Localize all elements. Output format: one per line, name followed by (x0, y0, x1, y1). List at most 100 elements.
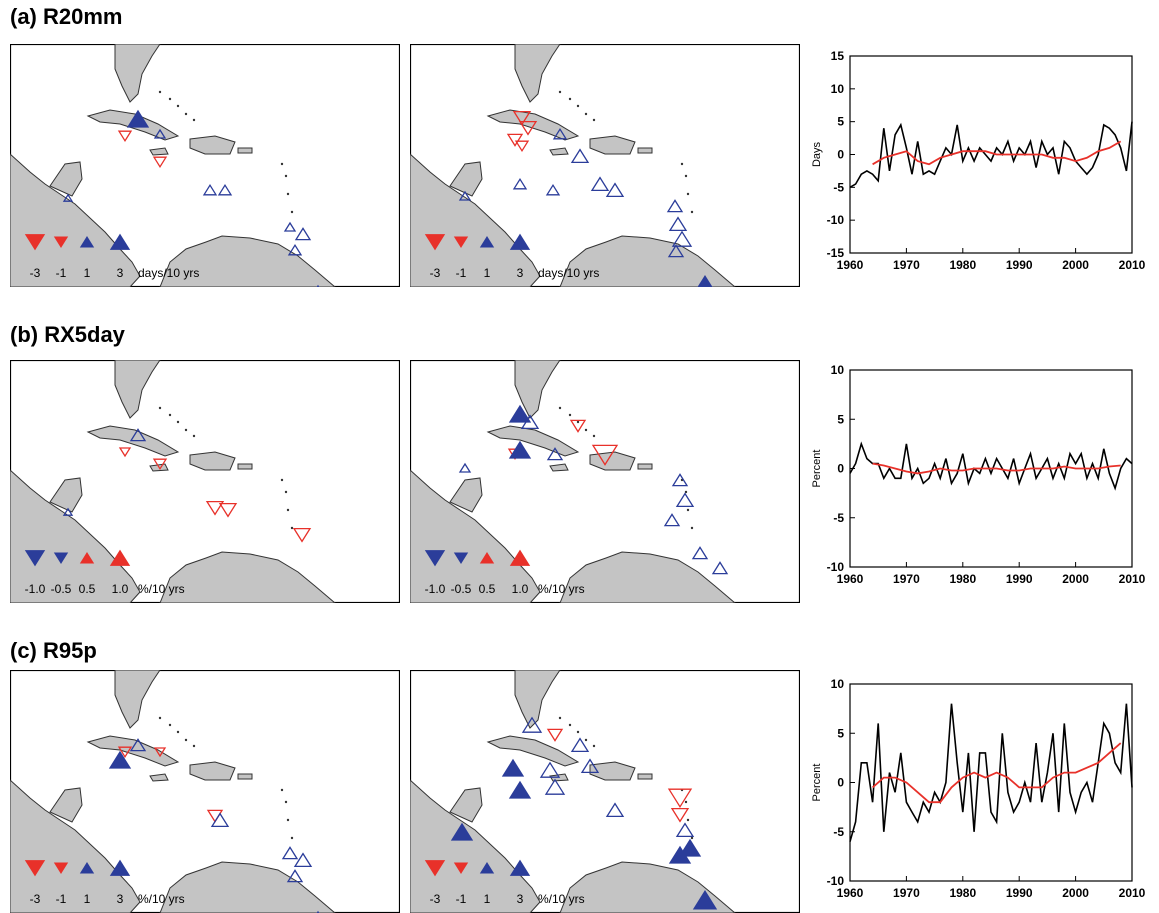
x-tick-label: 1960 (837, 886, 864, 900)
land-central-america (10, 153, 141, 287)
island-dot (684, 490, 688, 494)
trend-increase-marker (711, 561, 729, 575)
legend-value-2: -1 (456, 892, 467, 906)
trend-increase-marker (605, 182, 625, 198)
land-yucatan (449, 161, 483, 197)
x-tick-label: 1960 (837, 258, 864, 272)
land-jamaica (149, 147, 169, 156)
legend-value-2: -1 (456, 266, 467, 280)
smoothed-series-line (872, 462, 1121, 475)
trend-increase-marker (508, 440, 532, 459)
legend-symbol-1 (424, 860, 446, 877)
trend-increase-marker (521, 716, 543, 733)
legend-symbol-2 (453, 236, 469, 249)
legend-symbol-4 (109, 233, 131, 250)
land-south-america (559, 551, 736, 603)
trend-increase-marker (546, 447, 564, 461)
trend-decrease-marker (591, 444, 619, 466)
legend-value-3: 1 (84, 892, 91, 906)
legend-value-4: 3 (517, 892, 524, 906)
smoothed-series-line (872, 140, 1122, 166)
panel-title-b: (b) RX5day (10, 322, 125, 347)
legend-value-1: -3 (30, 892, 41, 906)
y-tick-label: -5 (833, 511, 844, 525)
island-dot (192, 118, 196, 122)
y-tick-label: 15 (831, 49, 845, 63)
x-tick-label: 1970 (893, 572, 920, 586)
island-dot (576, 104, 580, 108)
annual-series-line (849, 441, 1133, 491)
trend-increase-marker (508, 780, 532, 799)
legend-unit: %/10 yrs (138, 892, 185, 906)
trend-increase-marker (691, 546, 709, 560)
land-florida (114, 670, 161, 729)
land-central-america (410, 779, 541, 913)
x-tick-label: 1990 (1006, 258, 1033, 272)
land-hispaniola (189, 451, 236, 471)
trend-decrease-marker (117, 746, 133, 759)
land-yucatan (49, 787, 83, 823)
land-south-america (559, 861, 736, 913)
trend-increase-marker (671, 473, 689, 487)
legend-symbol-1 (24, 550, 46, 567)
trend-decrease-marker (117, 130, 133, 143)
land-hispaniola (589, 135, 636, 155)
island-dot (592, 434, 596, 438)
y-tick-label: 5 (837, 726, 844, 740)
y-tick-label: 10 (831, 677, 845, 691)
legend-symbol-3 (79, 551, 95, 564)
legend-unit: days/10 yrs (138, 266, 199, 280)
island-dot (686, 508, 690, 512)
trend-map-c-2: -3 -1 1 3 %/10 yrs (410, 670, 800, 913)
trend-increase-marker (668, 845, 692, 864)
land-jamaica (149, 773, 169, 782)
legend-value-4: 1.0 (512, 582, 529, 596)
land-jamaica (549, 463, 569, 472)
land-florida (114, 360, 161, 419)
trend-decrease-marker (518, 120, 538, 136)
island-dot (286, 192, 290, 196)
trend-increase-marker (675, 492, 695, 508)
legend-symbol-2 (53, 552, 69, 565)
legend-symbol-3 (79, 235, 95, 248)
legend-value-4: 3 (517, 266, 524, 280)
island-dot (158, 716, 162, 720)
y-tick-label: -5 (833, 180, 844, 194)
island-dot (168, 413, 172, 417)
island-dot (184, 112, 188, 116)
trend-increase-marker (544, 778, 566, 795)
trend-increase-marker (552, 127, 568, 140)
legend-unit: %/10 yrs (138, 582, 185, 596)
land-puerto-rico (637, 147, 653, 154)
panel-title-c: (c) R95p (10, 638, 97, 663)
legend-value-3: 1 (84, 266, 91, 280)
island-dot (290, 526, 294, 530)
land-hispaniola (189, 135, 236, 155)
island-dot (690, 526, 694, 530)
trend-increase-marker (520, 414, 540, 430)
island-dot (592, 118, 596, 122)
island-dot (558, 406, 562, 410)
legend-value-2: -0.5 (451, 582, 472, 596)
trend-increase-marker (129, 738, 147, 752)
legend-value-3: 0.5 (479, 582, 496, 596)
land-cuba (486, 735, 580, 767)
trend-increase-marker (666, 199, 684, 213)
island-dot (184, 428, 188, 432)
trend-decrease-marker (205, 500, 225, 516)
trend-increase-marker (217, 183, 233, 196)
trend-increase-marker (605, 802, 625, 818)
trend-decrease-marker (153, 747, 167, 758)
trend-increase-marker (153, 128, 167, 139)
legend-symbol-4 (509, 549, 531, 566)
trend-increase-marker (692, 889, 718, 910)
legend-value-1: -3 (30, 266, 41, 280)
trend-increase-marker (294, 227, 312, 241)
trend-increase-marker (697, 274, 713, 287)
legend-symbol-3 (79, 861, 95, 874)
trend-increase-marker (545, 183, 561, 196)
island-dot (584, 428, 588, 432)
x-tick-label: 1980 (949, 572, 976, 586)
trend-increase-marker (675, 822, 695, 838)
legend-symbol-4 (109, 549, 131, 566)
